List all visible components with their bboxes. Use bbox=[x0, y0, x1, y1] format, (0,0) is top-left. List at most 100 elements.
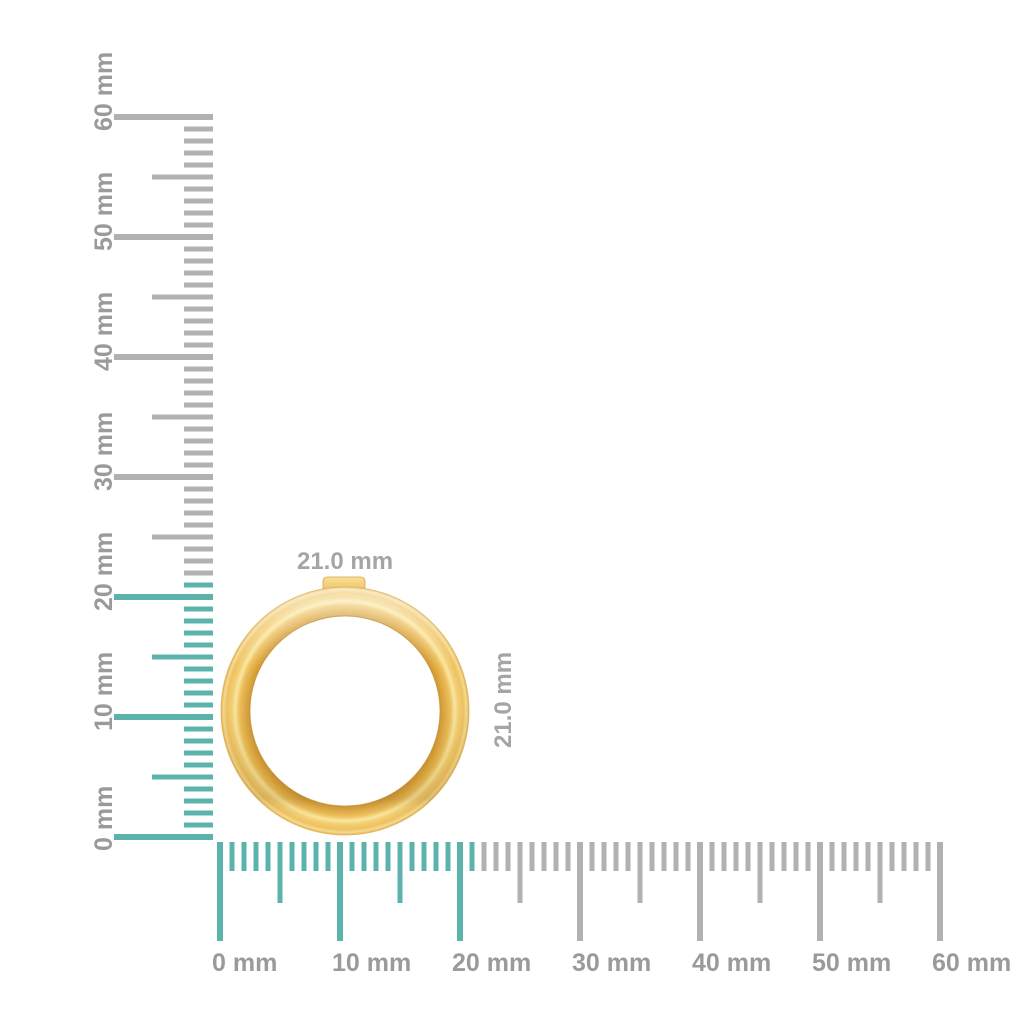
ruler-tick bbox=[184, 426, 213, 432]
ruler-label: 60 mm bbox=[90, 52, 118, 131]
ruler-tick bbox=[517, 842, 523, 903]
ruler-tick bbox=[637, 842, 643, 903]
ruler-tick bbox=[577, 842, 583, 941]
ruler-tick bbox=[184, 702, 213, 708]
ruler-tick bbox=[277, 842, 283, 903]
ruler-tick bbox=[184, 330, 213, 336]
ruler-tick bbox=[289, 842, 295, 871]
ruler-tick bbox=[184, 486, 213, 492]
ruler-tick bbox=[649, 842, 655, 871]
ruler-tick bbox=[152, 414, 213, 420]
ruler-tick bbox=[184, 750, 213, 756]
ruler-tick bbox=[184, 450, 213, 456]
ring-band-sheen bbox=[221, 587, 469, 835]
ruler-tick bbox=[184, 822, 213, 828]
ruler-tick bbox=[397, 842, 403, 903]
ruler-tick bbox=[184, 318, 213, 324]
ruler-tick bbox=[937, 842, 943, 941]
ruler-tick bbox=[769, 842, 775, 871]
ruler-tick bbox=[184, 150, 213, 156]
ruler-tick bbox=[152, 774, 213, 780]
ruler-tick bbox=[901, 842, 907, 871]
ruler-tick bbox=[184, 390, 213, 396]
ruler-tick bbox=[184, 786, 213, 792]
ruler-tick bbox=[184, 510, 213, 516]
ruler-tick bbox=[865, 842, 871, 871]
gold-ring bbox=[220, 576, 470, 836]
ruler-tick bbox=[913, 842, 919, 871]
ring-width-dimension-label: 21.0 mm bbox=[297, 548, 393, 575]
ruler-tick bbox=[733, 842, 739, 871]
ruler-tick bbox=[114, 234, 213, 240]
ruler-tick bbox=[349, 842, 355, 871]
ruler-tick bbox=[385, 842, 391, 871]
ruler-tick bbox=[229, 842, 235, 871]
ruler-tick bbox=[685, 842, 691, 871]
ruler-tick bbox=[184, 186, 213, 192]
ruler-tick bbox=[625, 842, 631, 871]
ruler-tick bbox=[457, 842, 463, 941]
ruler-tick bbox=[184, 306, 213, 312]
ruler-tick bbox=[253, 842, 259, 871]
ruler-tick bbox=[793, 842, 799, 871]
ruler-tick bbox=[889, 842, 895, 871]
ruler-tick bbox=[841, 842, 847, 871]
ruler-label: 0 mm bbox=[212, 949, 277, 977]
ruler-tick bbox=[505, 842, 511, 871]
ruler-tick bbox=[184, 438, 213, 444]
ruler-tick bbox=[373, 842, 379, 871]
ruler-tick bbox=[565, 842, 571, 871]
ruler-label: 50 mm bbox=[90, 172, 118, 251]
ruler-tick bbox=[184, 798, 213, 804]
ruler-tick bbox=[241, 842, 247, 871]
ruler-label: 10 mm bbox=[90, 652, 118, 731]
ruler-tick bbox=[184, 738, 213, 744]
ruler-tick bbox=[481, 842, 487, 871]
ruler-tick bbox=[817, 842, 823, 941]
ruler-tick bbox=[421, 842, 427, 871]
ruler-tick bbox=[184, 522, 213, 528]
ruler-tick bbox=[697, 842, 703, 941]
ruler-tick bbox=[673, 842, 679, 871]
ruler-tick bbox=[184, 162, 213, 168]
ruler-tick bbox=[877, 842, 883, 903]
ruler-tick bbox=[661, 842, 667, 871]
ruler-tick bbox=[184, 558, 213, 564]
ruler-tick bbox=[184, 138, 213, 144]
ruler-label: 20 mm bbox=[452, 949, 531, 977]
ruler-tick bbox=[409, 842, 415, 871]
ruler-tick bbox=[184, 498, 213, 504]
ruler-tick bbox=[184, 810, 213, 816]
ruler-tick bbox=[589, 842, 595, 871]
ruler-tick bbox=[709, 842, 715, 871]
ruler-tick bbox=[469, 842, 475, 871]
ruler-tick bbox=[184, 246, 213, 252]
ruler-tick bbox=[184, 282, 213, 288]
ruler-label: 0 mm bbox=[90, 786, 118, 851]
ruler-label: 40 mm bbox=[90, 292, 118, 371]
ring-inner-edge bbox=[249, 615, 441, 807]
ruler-tick bbox=[184, 198, 213, 204]
ruler-tick bbox=[184, 678, 213, 684]
ruler-tick bbox=[184, 762, 213, 768]
ruler-tick bbox=[184, 618, 213, 624]
ruler-label: 30 mm bbox=[90, 412, 118, 491]
ruler-tick bbox=[361, 842, 367, 871]
ruler-tick bbox=[184, 546, 213, 552]
ruler-tick bbox=[184, 726, 213, 732]
ruler-tick bbox=[541, 842, 547, 871]
ruler-tick bbox=[265, 842, 271, 871]
ruler-tick bbox=[829, 842, 835, 871]
ruler-tick bbox=[184, 378, 213, 384]
ruler-tick bbox=[114, 714, 213, 720]
ruler-tick bbox=[114, 594, 213, 600]
ruler-tick bbox=[301, 842, 307, 871]
ruler-tick bbox=[184, 366, 213, 372]
ruler-tick bbox=[493, 842, 499, 871]
ruler-tick bbox=[613, 842, 619, 871]
ruler-tick bbox=[152, 654, 213, 660]
vertical-ruler: 0 mm 10 mm 20 mm 30 mm 40 mm 50 mm 60 mm bbox=[90, 52, 213, 851]
ruler-label: 20 mm bbox=[90, 532, 118, 611]
ruler-tick bbox=[152, 174, 213, 180]
